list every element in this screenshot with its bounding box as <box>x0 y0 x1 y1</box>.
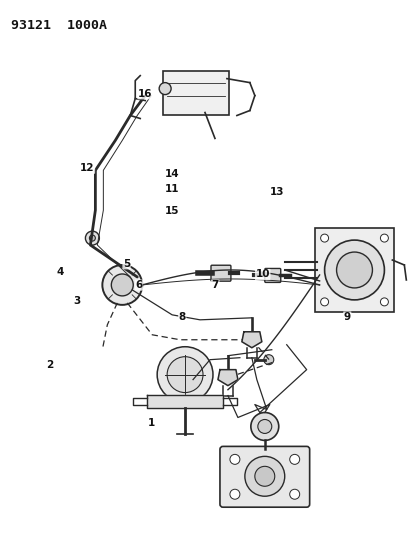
FancyBboxPatch shape <box>219 447 309 507</box>
Circle shape <box>244 456 284 496</box>
Text: 5: 5 <box>123 259 130 269</box>
Circle shape <box>257 419 271 433</box>
Text: 93121  1000A: 93121 1000A <box>11 19 107 32</box>
Text: 6: 6 <box>135 280 142 290</box>
Text: 10: 10 <box>255 270 269 279</box>
Circle shape <box>320 298 328 306</box>
Circle shape <box>380 234 387 242</box>
Circle shape <box>229 489 239 499</box>
Text: 13: 13 <box>269 187 284 197</box>
Circle shape <box>250 413 278 440</box>
Circle shape <box>111 274 133 296</box>
Text: 9: 9 <box>343 312 350 322</box>
Text: 7: 7 <box>211 280 218 290</box>
Circle shape <box>320 234 328 242</box>
Circle shape <box>263 354 273 365</box>
Circle shape <box>157 347 212 402</box>
Polygon shape <box>241 332 261 348</box>
Text: 8: 8 <box>178 312 185 322</box>
Text: 1: 1 <box>147 418 154 428</box>
Text: 16: 16 <box>138 89 152 99</box>
Text: 2: 2 <box>47 360 54 370</box>
Circle shape <box>167 357 202 393</box>
FancyBboxPatch shape <box>211 265 230 281</box>
Circle shape <box>159 83 171 94</box>
FancyBboxPatch shape <box>163 71 228 115</box>
FancyBboxPatch shape <box>314 228 394 312</box>
Text: 14: 14 <box>164 168 179 179</box>
Circle shape <box>336 252 372 288</box>
Circle shape <box>254 466 274 486</box>
Text: 3: 3 <box>73 296 81 306</box>
Text: 12: 12 <box>80 163 94 173</box>
Circle shape <box>289 454 299 464</box>
Circle shape <box>380 298 387 306</box>
Circle shape <box>89 235 95 241</box>
Circle shape <box>324 240 384 300</box>
Text: 15: 15 <box>164 206 179 216</box>
Text: 11: 11 <box>164 184 179 195</box>
Polygon shape <box>217 370 237 385</box>
FancyBboxPatch shape <box>264 269 280 282</box>
Circle shape <box>102 265 142 305</box>
Circle shape <box>85 231 99 245</box>
Circle shape <box>229 454 239 464</box>
Polygon shape <box>147 394 223 408</box>
Circle shape <box>289 489 299 499</box>
Text: 4: 4 <box>57 267 64 277</box>
